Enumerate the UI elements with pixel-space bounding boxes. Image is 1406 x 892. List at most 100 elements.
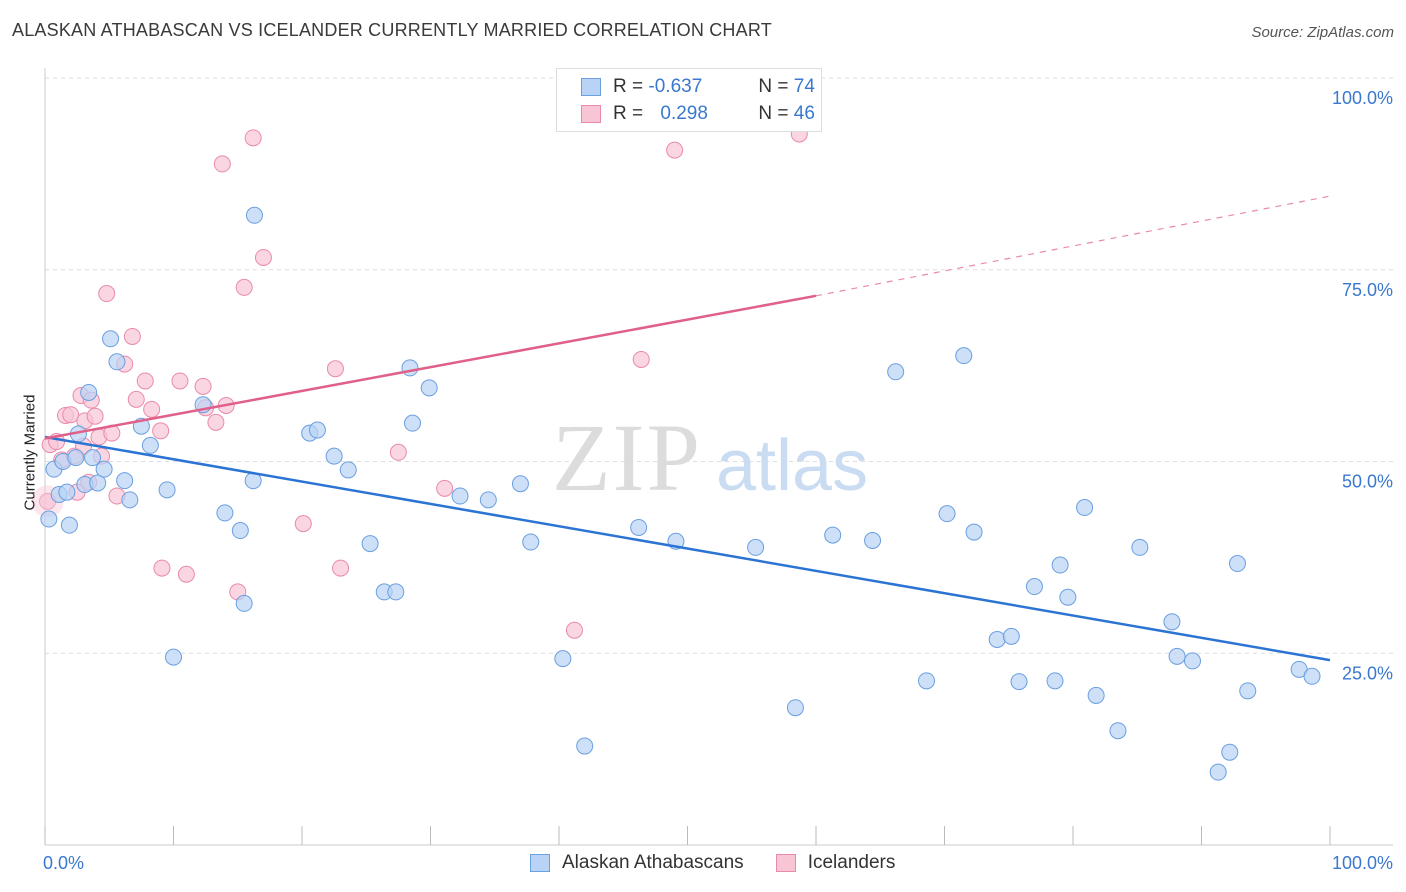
icelander-point xyxy=(177,565,195,583)
series-legend: Alaskan Athabascans Icelanders xyxy=(530,852,927,874)
athabascan-point xyxy=(158,481,176,499)
athabascan-point xyxy=(325,447,343,465)
athabascan-point xyxy=(1228,555,1246,573)
stats-legend: R = -0.637 N = 74 R = 0.298 N = 46 xyxy=(556,68,822,132)
athabascan-point xyxy=(1239,682,1257,700)
athabascan-point xyxy=(40,510,58,528)
grid-lines xyxy=(45,77,1393,654)
athabascan-point xyxy=(1051,556,1069,574)
icelander-point xyxy=(632,350,650,368)
athabascan-point xyxy=(451,487,469,505)
icelander-point xyxy=(235,278,253,296)
athabascan-point xyxy=(231,522,249,540)
icelander-point xyxy=(436,479,454,497)
legend-swatch-pink xyxy=(581,105,601,123)
athabascan-point xyxy=(116,472,134,490)
r-label: R = xyxy=(613,76,644,97)
watermark-zip: ZIP xyxy=(552,404,702,511)
x-tick-label: 0.0% xyxy=(43,853,84,873)
icelander-point xyxy=(171,372,189,390)
icelander-point xyxy=(153,559,171,577)
athabascan-point xyxy=(1221,743,1239,761)
legend-item-icelanders[interactable]: Icelanders xyxy=(775,852,896,874)
chart-title: ALASKAN ATHABASCAN VS ICELANDER CURRENTL… xyxy=(12,20,772,40)
athabascan-point xyxy=(786,699,804,717)
athabascan-point xyxy=(554,650,572,668)
icelander-point xyxy=(123,327,141,345)
legend-swatch-pink xyxy=(775,854,796,872)
y-tick-label: 50.0% xyxy=(1342,472,1393,492)
athabascan-point xyxy=(420,379,438,397)
n-label: N = xyxy=(758,76,789,97)
athabascan-point xyxy=(1059,588,1077,606)
athabascan-point xyxy=(121,491,139,509)
icelander-point xyxy=(565,621,583,639)
athabascan-point xyxy=(401,359,419,377)
y-tick-label: 75.0% xyxy=(1342,280,1393,300)
icelander-point xyxy=(213,155,231,173)
athabascan-point xyxy=(1209,763,1227,781)
legend-label: Alaskan Athabascans xyxy=(562,852,744,873)
athabascan-point xyxy=(404,414,422,432)
athabascan-point xyxy=(387,583,405,601)
icelander-trend-line xyxy=(44,294,817,440)
athabascan-point xyxy=(938,505,956,523)
athabascan-point xyxy=(824,526,842,544)
icelander-trend-extension xyxy=(815,195,1331,297)
r-value: -0.637 xyxy=(648,76,703,97)
athabascan-point xyxy=(965,523,983,541)
r-label: R = xyxy=(613,103,644,124)
legend-item-athabascans[interactable]: Alaskan Athabascans xyxy=(530,852,744,874)
axes xyxy=(44,68,1393,846)
athabascan-point xyxy=(67,449,85,467)
athabascan-point xyxy=(887,363,905,381)
athabascan-point xyxy=(165,648,182,666)
athabascan-point xyxy=(80,383,98,401)
y-tick-label: 100.0% xyxy=(1332,88,1393,108)
athabascan-point xyxy=(95,460,113,478)
athabascan-point xyxy=(60,516,78,534)
athabascan-point xyxy=(108,353,126,371)
athabascan-point xyxy=(576,737,594,755)
athabascan-point xyxy=(864,532,882,550)
athabascan-point xyxy=(1025,578,1043,596)
athabascan-point xyxy=(918,672,936,690)
athabascan-point xyxy=(1184,652,1202,670)
legend-swatch-blue xyxy=(581,78,601,96)
athabascan-point xyxy=(522,533,540,551)
athabascan-point xyxy=(84,449,102,467)
legend-label: Icelanders xyxy=(807,852,896,873)
athabascan-point xyxy=(245,206,263,224)
tick-labels: 100.0% 75.0% 50.0% 25.0% 0.0% 100.0% xyxy=(43,88,1393,873)
stats-row-athabascans: R = -0.637 N = 74 xyxy=(581,75,815,99)
athabascan-point xyxy=(58,483,76,501)
icelander-point xyxy=(254,248,272,266)
athabascan-point xyxy=(1163,613,1181,631)
athabascan-trend-line xyxy=(44,435,1331,662)
athabascan-point xyxy=(235,594,253,612)
athabascan-point xyxy=(630,518,648,536)
athabascan-point xyxy=(141,436,159,454)
icelander-point xyxy=(152,422,170,440)
athabascan-point xyxy=(89,474,107,492)
icelander-point xyxy=(244,129,262,147)
y-axis-label: Currently Married xyxy=(21,394,39,511)
athabascan-point xyxy=(747,538,765,556)
icelander-point xyxy=(98,285,116,303)
athabascan-point xyxy=(1087,686,1105,704)
athabascan-point xyxy=(511,475,529,493)
y-tick-label: 25.0% xyxy=(1342,663,1393,683)
athabascan-point xyxy=(102,330,120,348)
n-value: 46 xyxy=(793,103,815,124)
icelander-point xyxy=(666,141,684,159)
athabascan-point xyxy=(1010,673,1028,691)
athabascan-point xyxy=(955,347,973,365)
trend-lines xyxy=(44,195,1331,662)
athabascan-point xyxy=(216,504,234,522)
icelander-point xyxy=(143,400,161,418)
icelander-point xyxy=(294,515,312,533)
athabascan-point xyxy=(308,421,326,439)
icelander-point xyxy=(332,559,350,577)
n-value: 74 xyxy=(793,76,815,97)
